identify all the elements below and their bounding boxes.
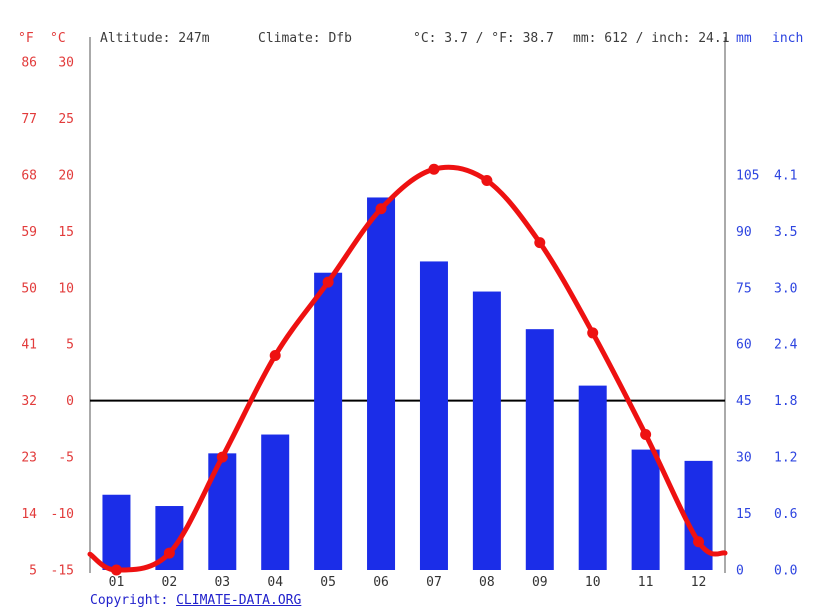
temp-marker-03 [216,451,228,463]
month-label-02: 02 [162,575,178,590]
mm-tick-label: 105 [736,168,759,183]
fahrenheit-unit-label: °F [18,31,34,46]
temp-marker-08 [481,175,493,187]
fahrenheit-tick-label: 41 [21,338,37,353]
mm-tick-label: 90 [736,225,752,240]
fahrenheit-tick-label: 50 [21,281,37,296]
temp-marker-11 [640,429,652,441]
celsius-tick-label: -15 [51,564,74,579]
celsius-tick-label: 30 [58,56,74,71]
precip-bar-11 [631,449,660,570]
precip-bar-05 [314,272,343,570]
inch-tick-label: 1.2 [774,451,797,466]
fahrenheit-tick-label: 77 [21,112,37,127]
fahrenheit-tick-label: 59 [21,225,37,240]
month-label-11: 11 [638,575,654,590]
temp-marker-06 [375,203,387,215]
precip-bar-08 [472,291,501,570]
temp-marker-04 [269,350,281,362]
mm-unit-label: mm [736,31,752,46]
celsius-tick-label: 5 [66,338,74,353]
celsius-tick-label: 25 [58,112,74,127]
temp-marker-02 [163,547,175,559]
copyright-text: Copyright: [90,593,177,608]
fahrenheit-tick-label: 5 [29,564,37,579]
altitude-label: Altitude: 247m [100,31,210,46]
climate-classification-label: Climate: Dfb [258,31,352,46]
inch-tick-label: 2.4 [774,338,798,353]
temp-marker-05 [322,276,334,288]
celsius-tick-label: -5 [58,451,74,466]
month-label-06: 06 [373,575,389,590]
celsius-tick-label: 0 [66,394,74,409]
inch-tick-label: 0.0 [774,564,797,579]
fahrenheit-tick-label: 14 [21,507,37,522]
month-label-03: 03 [214,575,230,590]
inch-tick-label: 3.5 [774,225,797,240]
inch-tick-label: 0.6 [774,507,797,522]
temp-marker-10 [587,327,599,339]
precip-bar-07 [419,261,448,570]
precipitation-total-label: mm: 612 / inch: 24.1 [573,31,730,46]
temp-marker-07 [428,163,440,175]
mm-tick-label: 60 [736,338,752,353]
temp-marker-12 [693,536,705,548]
inch-tick-label: 4.1 [774,168,797,183]
month-label-01: 01 [109,575,125,590]
fahrenheit-tick-label: 86 [21,56,37,71]
celsius-tick-label: 10 [58,281,74,296]
month-label-08: 08 [479,575,495,590]
celsius-tick-label: 15 [58,225,74,240]
average-temperature-label: °C: 3.7 / °F: 38.7 [413,31,554,46]
temperature-line [87,164,728,573]
copyright-link[interactable]: CLIMATE-DATA.ORG [176,593,302,608]
month-label-05: 05 [320,575,336,590]
precip-bar-09 [525,329,554,570]
celsius-tick-label: 20 [58,168,74,183]
mm-tick-label: 0 [736,564,744,579]
mm-tick-label: 45 [736,394,752,409]
fahrenheit-tick-label: 23 [21,451,37,466]
inch-unit-label: inch [772,31,804,46]
precip-bar-04 [261,434,290,570]
fahrenheit-tick-label: 32 [21,394,37,409]
mm-tick-label: 15 [736,507,752,522]
celsius-unit-label: °C [50,31,66,46]
month-label-07: 07 [426,575,442,590]
month-label-04: 04 [267,575,283,590]
month-label-09: 09 [532,575,548,590]
precip-bar-10 [578,385,607,570]
month-label-10: 10 [585,575,601,590]
inch-tick-label: 3.0 [774,281,797,296]
mm-tick-label: 75 [736,281,752,296]
copyright-line: Copyright: CLIMATE-DATA.ORG [90,593,301,608]
precip-bar-01 [102,494,131,570]
temp-marker-09 [534,237,546,249]
precip-bar-06 [367,197,396,570]
celsius-tick-label: -10 [51,507,74,522]
temp-marker-01 [110,564,122,576]
fahrenheit-tick-label: 68 [21,168,37,183]
month-label-12: 12 [691,575,707,590]
mm-tick-label: 30 [736,451,752,466]
inch-tick-label: 1.8 [774,394,797,409]
